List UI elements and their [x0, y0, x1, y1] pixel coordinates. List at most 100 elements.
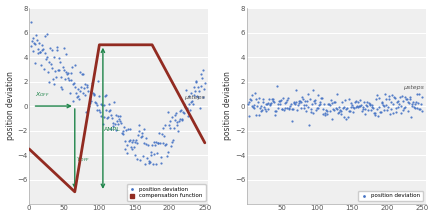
Point — [130, 145, 137, 148]
Point — [300, 106, 307, 110]
Point — [139, 155, 146, 158]
Point — [185, 102, 192, 106]
Point — [48, 66, 55, 70]
Point — [296, 100, 303, 104]
Point — [280, 108, 287, 112]
Point — [187, 100, 194, 104]
Point — [272, 109, 279, 112]
Point — [370, 111, 377, 114]
Point — [382, 103, 389, 106]
Point — [61, 68, 68, 71]
Point — [355, 104, 362, 108]
Point — [245, 114, 252, 118]
Point — [347, 102, 354, 105]
Point — [376, 110, 383, 114]
Point — [381, 97, 388, 100]
Point — [122, 148, 128, 151]
Point — [287, 107, 294, 111]
Point — [283, 98, 289, 102]
Point — [179, 110, 186, 113]
Point — [43, 33, 50, 36]
Point — [305, 123, 312, 127]
Point — [252, 97, 259, 101]
Point — [357, 104, 364, 107]
Point — [366, 102, 373, 105]
Point — [92, 100, 99, 104]
Point — [273, 102, 280, 105]
Point — [394, 99, 401, 103]
Point — [333, 107, 340, 110]
Point — [278, 108, 285, 111]
Point — [359, 105, 366, 108]
Point — [353, 100, 360, 104]
Point — [260, 105, 267, 109]
Point — [386, 112, 393, 115]
Point — [36, 50, 43, 53]
Point — [109, 121, 116, 125]
Point — [38, 43, 45, 47]
Point — [349, 110, 355, 114]
Point — [191, 89, 198, 93]
Point — [54, 68, 61, 71]
Point — [387, 100, 394, 103]
Point — [189, 102, 196, 105]
Point — [160, 134, 167, 137]
Point — [408, 102, 415, 105]
Point — [281, 106, 288, 109]
Point — [123, 144, 130, 147]
Point — [373, 93, 380, 97]
Point — [55, 56, 62, 60]
Point — [59, 87, 66, 91]
Point — [110, 100, 117, 103]
Point — [384, 94, 391, 98]
Point — [341, 99, 348, 102]
Point — [374, 114, 381, 118]
Point — [396, 112, 403, 115]
Point — [401, 95, 408, 99]
Point — [56, 61, 63, 64]
Point — [161, 143, 168, 147]
Point — [30, 42, 37, 45]
Point — [46, 80, 53, 84]
Point — [80, 86, 87, 89]
Point — [181, 105, 188, 109]
Point — [89, 82, 95, 85]
Point — [76, 97, 82, 100]
Point — [317, 96, 324, 100]
Point — [414, 101, 421, 104]
Point — [175, 119, 182, 123]
Point — [91, 93, 98, 96]
Point — [381, 92, 388, 95]
Point — [75, 87, 82, 91]
Point — [141, 162, 148, 166]
Point — [59, 65, 66, 69]
Point — [395, 103, 402, 106]
Point — [411, 103, 418, 106]
Y-axis label: position deviation: position deviation — [6, 72, 14, 140]
Point — [152, 141, 159, 144]
Point — [368, 106, 375, 109]
Point — [97, 115, 104, 118]
Point — [172, 112, 179, 115]
Point — [262, 102, 269, 106]
Point — [36, 41, 43, 44]
Point — [315, 104, 322, 107]
Point — [365, 104, 372, 107]
Point — [292, 88, 299, 92]
Point — [403, 110, 410, 113]
Point — [375, 97, 382, 100]
Point — [96, 110, 103, 113]
Point — [352, 105, 359, 109]
Point — [306, 108, 313, 111]
Point — [342, 107, 349, 111]
Point — [107, 128, 114, 131]
Point — [57, 75, 64, 79]
Point — [264, 101, 271, 104]
Point — [187, 91, 194, 94]
Point — [134, 133, 141, 136]
Point — [200, 68, 207, 72]
Point — [405, 97, 412, 100]
Point — [112, 128, 119, 132]
Point — [380, 104, 387, 108]
Point — [132, 154, 138, 157]
